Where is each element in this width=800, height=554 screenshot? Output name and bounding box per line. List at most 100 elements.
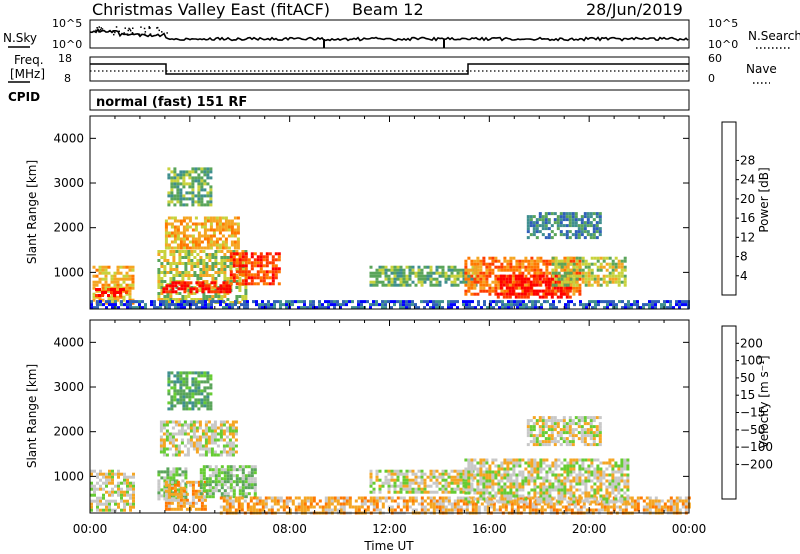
heatmap-cell: [191, 167, 195, 171]
heatmap-cell: [485, 268, 489, 272]
heatmap-cell: [565, 286, 569, 290]
heatmap-cell: [414, 490, 418, 494]
heatmap-cell: [518, 485, 522, 489]
heatmap-cell: [210, 281, 214, 285]
heatmap-cell: [162, 444, 166, 448]
heatmap-cell: [188, 504, 192, 508]
heatmap-cell: [170, 240, 174, 244]
heatmap-cell: [572, 280, 576, 284]
heatmap-cell: [369, 306, 372, 310]
heatmap-cell: [545, 262, 549, 266]
heatmap-cell: [333, 505, 337, 509]
heatmap-cell: [639, 306, 642, 310]
heatmap-cell: [423, 508, 427, 512]
heatmap-cell: [393, 268, 397, 272]
noise-panel-frame: [89, 19, 690, 49]
heatmap-cell: [200, 392, 204, 396]
heatmap-cell: [214, 262, 218, 265]
heatmap-cell: [177, 306, 180, 310]
heatmap-cell: [228, 303, 231, 307]
heatmap-cell: [408, 283, 412, 287]
heatmap-cell: [228, 441, 232, 445]
heatmap-cell: [223, 271, 227, 274]
heatmap-cell: [499, 286, 503, 290]
heatmap-cell: [599, 277, 603, 281]
heatmap-cell: [99, 478, 102, 482]
heatmap-cell: [274, 258, 278, 262]
heatmap-cell: [92, 292, 96, 296]
heatmap-cell: [208, 268, 212, 271]
heatmap-cell: [131, 283, 135, 287]
heatmap-cell: [432, 303, 435, 307]
heatmap-cell: [456, 300, 459, 304]
noise-dot: [144, 33, 146, 35]
heatmap-cell: [503, 289, 507, 293]
heatmap-cell: [229, 468, 233, 472]
heatmap-cell: [567, 496, 571, 500]
heatmap-cell: [547, 212, 551, 216]
heatmap-cell: [222, 287, 226, 291]
heatmap-cell: [518, 500, 522, 504]
heatmap-cell: [563, 262, 567, 266]
heatmap-cell: [176, 492, 180, 496]
heatmap-cell: [211, 495, 215, 499]
heatmap-cell: [223, 277, 227, 280]
heatmap-cell: [184, 295, 188, 298]
heatmap-cell: [432, 499, 436, 503]
heatmap-cell: [500, 265, 504, 269]
heatmap-cell: [500, 494, 504, 498]
heatmap-cell: [282, 303, 285, 307]
heatmap-cell: [327, 303, 330, 307]
heatmap-cell: [183, 423, 187, 427]
heatmap-cell: [262, 264, 266, 268]
heatmap-cell: [511, 286, 515, 290]
heatmap-cell: [188, 483, 192, 487]
heatmap-cell: [435, 280, 439, 284]
heatmap-cell: [587, 467, 591, 471]
heatmap-cell: [128, 283, 132, 287]
heatmap-cell: [587, 491, 591, 495]
heatmap-cell: [339, 508, 343, 512]
heatmap-cell: [547, 280, 551, 284]
heatmap-cell: [342, 505, 346, 509]
heatmap-cell: [572, 283, 576, 287]
heatmap-cell: [509, 283, 513, 287]
heatmap-cell: [218, 243, 222, 247]
heatmap-cell: [247, 486, 251, 490]
heatmap-cell: [432, 475, 436, 479]
heatmap-cell: [177, 423, 181, 427]
heatmap-cell: [360, 303, 363, 307]
heatmap-cell: [595, 227, 599, 231]
heatmap-cell: [522, 496, 526, 500]
heatmap-cell: [222, 429, 226, 433]
heatmap-cell: [195, 435, 199, 439]
heatmap-cell: [501, 502, 505, 506]
heatmap-cell: [282, 499, 286, 503]
heatmap-cell: [556, 215, 560, 219]
heatmap-cell: [467, 268, 471, 272]
heatmap-cell: [220, 298, 224, 301]
heatmap-cell: [485, 461, 489, 465]
heatmap-cell: [209, 383, 213, 387]
heatmap-cell: [551, 271, 555, 275]
heatmap-cell: [494, 274, 498, 278]
heatmap-cell: [648, 502, 652, 506]
heatmap-cell: [654, 499, 658, 503]
heatmap-cell: [177, 447, 181, 451]
heatmap-cell: [560, 500, 564, 504]
heatmap-cell: [551, 256, 555, 260]
heatmap-cell: [177, 420, 181, 424]
heatmap-cell: [176, 173, 180, 177]
heatmap-cell: [369, 283, 373, 287]
heatmap-cell: [614, 497, 618, 501]
heatmap-cell: [597, 300, 600, 304]
heatmap-cell: [565, 295, 569, 299]
heatmap-cell: [539, 491, 543, 495]
heatmap-cell: [191, 222, 195, 226]
heatmap-cell: [90, 502, 93, 506]
heatmap-cell: [128, 274, 132, 278]
heatmap-cell: [185, 374, 189, 378]
heatmap-cell: [470, 473, 474, 477]
heatmap-cell: [244, 295, 248, 298]
heatmap-cell: [203, 170, 207, 174]
